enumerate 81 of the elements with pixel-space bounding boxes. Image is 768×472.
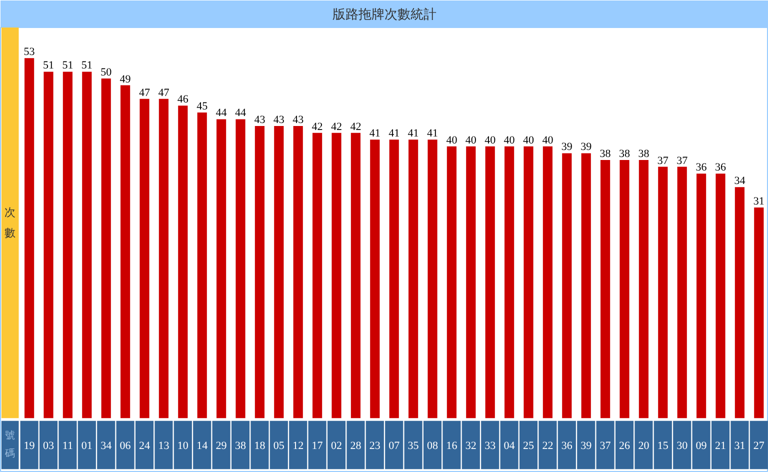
data-label: 42 xyxy=(350,120,362,133)
x-tick-label: 11 xyxy=(62,440,73,452)
data-label: 36 xyxy=(715,162,726,174)
x-tick-label: 34 xyxy=(100,440,112,452)
x-tick-label: 28 xyxy=(350,440,362,452)
data-label: 40 xyxy=(504,134,516,146)
data-label: 46 xyxy=(177,94,189,106)
x-tick-label: 27 xyxy=(753,440,765,452)
data-label: 42 xyxy=(312,120,323,133)
data-label: 53 xyxy=(24,46,36,58)
data-label: 31 xyxy=(753,196,764,208)
data-label: 51 xyxy=(81,60,92,72)
x-tick-label: 12 xyxy=(292,440,304,452)
x-axis-title: 號碼 xyxy=(4,430,16,460)
x-tick-label: 08 xyxy=(427,440,438,452)
x-tick-label: 18 xyxy=(254,440,266,452)
data-label: 44 xyxy=(235,107,246,120)
x-tick-label: 01 xyxy=(81,440,92,452)
data-label: 41 xyxy=(369,128,380,140)
x-tick-label: 23 xyxy=(369,440,381,452)
x-tick-label: 10 xyxy=(177,440,189,452)
x-tick-label: 29 xyxy=(216,440,228,452)
data-label: 40 xyxy=(542,134,554,146)
data-label: 36 xyxy=(696,162,708,174)
x-tick-label: 25 xyxy=(523,440,534,452)
x-tick-label: 14 xyxy=(196,440,208,452)
data-label: 43 xyxy=(254,114,266,126)
data-label: 41 xyxy=(427,128,438,140)
x-tick-label: 24 xyxy=(139,440,150,452)
data-label: 40 xyxy=(523,134,534,146)
x-tick-label: 39 xyxy=(580,440,592,452)
x-tick-label: 17 xyxy=(312,440,324,452)
x-tick-label: 22 xyxy=(542,440,554,452)
x-tick-label: 21 xyxy=(715,440,726,452)
data-label: 43 xyxy=(273,114,285,126)
data-label: 42 xyxy=(331,120,342,133)
data-label: 40 xyxy=(484,134,496,146)
x-tick-label: 02 xyxy=(331,440,342,452)
x-tick-label: 30 xyxy=(676,440,688,452)
data-label: 47 xyxy=(139,86,150,99)
x-tick-label: 13 xyxy=(158,440,170,452)
x-tick-label: 19 xyxy=(24,440,36,452)
data-label: 43 xyxy=(292,114,304,126)
data-label: 34 xyxy=(734,175,746,188)
x-tick-label: 16 xyxy=(446,440,458,452)
data-label: 41 xyxy=(408,128,419,140)
data-label: 49 xyxy=(120,73,132,86)
data-label: 50 xyxy=(100,66,112,78)
x-tick-label: 15 xyxy=(657,440,669,452)
x-tick-label: 26 xyxy=(619,440,630,452)
data-label: 38 xyxy=(619,148,630,160)
data-label: 41 xyxy=(388,128,400,140)
x-tick-label: 20 xyxy=(638,440,650,452)
y-axis-title: 次數 xyxy=(4,206,16,240)
x-tick-label: 05 xyxy=(273,440,285,452)
x-tick-label: 32 xyxy=(465,440,476,452)
data-label: 38 xyxy=(600,148,612,160)
data-label: 40 xyxy=(465,134,477,146)
x-tick-label: 03 xyxy=(43,440,54,452)
data-label: 37 xyxy=(657,154,669,167)
x-tick-label: 37 xyxy=(600,440,612,452)
x-tick-label: 31 xyxy=(734,440,746,452)
x-tick-label: 04 xyxy=(504,440,516,452)
x-tick-label: 35 xyxy=(408,440,420,452)
chart-title: 版路拖牌次數統計 xyxy=(332,8,436,22)
x-tick-label: 07 xyxy=(388,440,400,452)
data-label: 51 xyxy=(62,60,74,72)
x-tick-label: 36 xyxy=(561,440,573,452)
data-label: 45 xyxy=(196,100,208,112)
x-tick-label: 06 xyxy=(120,440,132,452)
x-tick-label: 09 xyxy=(696,440,708,452)
data-label: 44 xyxy=(216,107,228,120)
data-label: 40 xyxy=(446,134,458,146)
data-label: 47 xyxy=(158,86,170,99)
data-label: 37 xyxy=(676,154,688,167)
data-label: 38 xyxy=(638,148,650,160)
data-label: 39 xyxy=(561,141,573,154)
data-label: 39 xyxy=(580,141,592,154)
x-tick-label: 38 xyxy=(235,440,246,452)
x-tick-label: 33 xyxy=(484,440,496,452)
data-label: 51 xyxy=(43,60,54,72)
